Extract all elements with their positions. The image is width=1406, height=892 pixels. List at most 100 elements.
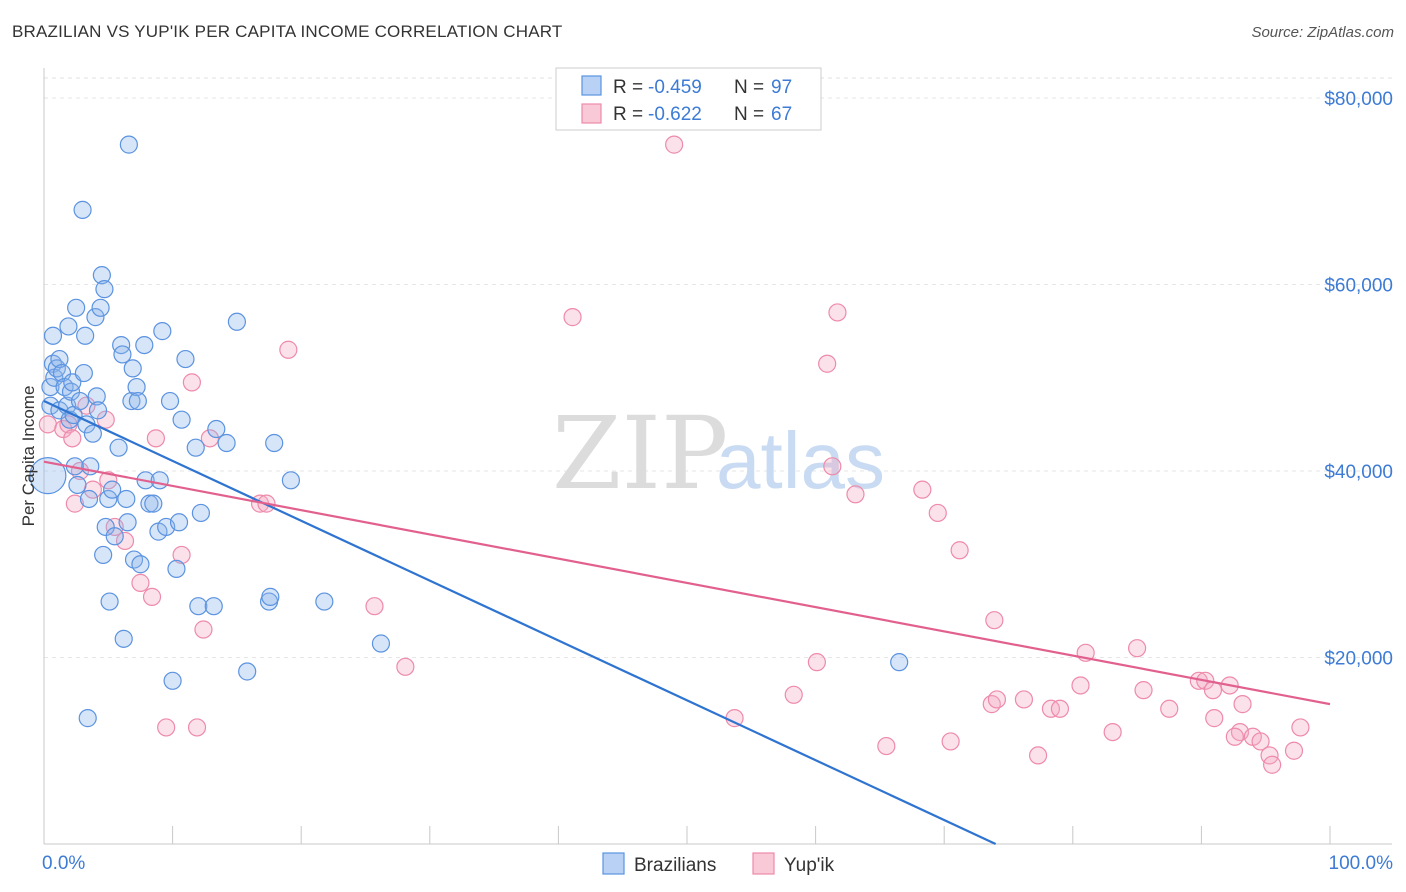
brazilians-point-48 [123,359,142,378]
x-tick-label-end: 100.0% [1329,853,1394,874]
brazilians-point-0 [29,457,67,495]
brazilians-point-30 [88,401,108,420]
brazilians-point-7 [50,349,69,369]
yupik-point-46 [1050,699,1070,718]
brazilians-point-39 [105,527,124,546]
yupik-point-36 [913,480,932,499]
yupik-point-24 [365,597,384,616]
legend-n-label-2: N = [734,104,764,125]
brazilians-point-82 [78,709,97,728]
yupik-point-14 [146,429,165,448]
yupik-point-49 [1103,722,1122,742]
brazilians-point-53 [135,335,154,355]
tick-labels: $20,000 $40,000 $60,000 $80,000 0.0% 100.0% [42,89,1393,874]
brazilians-point-50 [127,377,146,397]
yupik-point-38 [941,732,960,751]
yupik-point-33 [828,303,847,322]
yupik-point-12 [131,573,150,592]
brazilians-point-72 [217,433,236,453]
watermark: ZIP atlas [552,395,885,512]
yupik-point-15 [157,718,176,737]
yupik-point-30 [807,653,826,672]
yupik-point-39 [950,541,969,560]
brazilians-point-22 [74,363,93,383]
yupik-point-66 [1225,727,1244,746]
brazilians-point-4 [43,326,63,345]
brazilians-point-76 [261,587,280,606]
brazilians-point-71 [207,419,226,439]
legend-swatch-yupik [581,103,602,124]
yupik-point-63 [1263,755,1282,774]
brazilians-point-65 [172,410,191,429]
brazilians-point-63 [167,559,186,579]
brazilians-point-61 [160,391,180,411]
brazilians-point-74 [238,662,257,681]
bottom-legend-brazilians: Brazilians [634,855,716,876]
brazilians-point-37 [100,592,119,611]
brazilians-point-79 [315,592,334,611]
brazilians-point-18 [67,298,86,317]
brazilians-point-29 [87,387,106,406]
yupik-point-61 [1251,732,1270,751]
yupik-point-16 [172,545,191,565]
yupik-point-34 [846,485,865,504]
brazilians-point-59 [153,322,172,341]
yupik-point-25 [396,657,415,676]
yupik-point-56 [1205,709,1224,728]
brazilians-point-34 [95,280,114,299]
series-brazilians-points [29,135,909,728]
legend-n-value-1: 97 [771,77,792,98]
yupik-point-3 [63,429,82,448]
brazilians-point-64 [169,513,189,532]
brazilians-point-73 [227,312,246,331]
legend: R = -0.459 N = 97 R = -0.622 N = 67 [555,67,822,131]
legend-swatch-brazilians [581,75,602,96]
brazilians-point-21 [73,200,92,219]
brazilians-point-40 [109,438,128,457]
yupik-point-26 [563,308,582,327]
brazilians-point-47 [122,391,141,411]
yupik-point-59 [1233,695,1252,714]
yupik-point-4 [65,494,84,513]
brazilians-point-77 [265,433,284,453]
chart-title: BRAZILIAN VS YUP'IK PER CAPITA INCOME CO… [12,22,563,41]
bottom-legend-swatch-yupik [752,852,775,875]
y-tick-label-80000: $80,000 [1324,89,1393,110]
brazilians-point-81 [890,653,909,672]
yupik-point-52 [1160,699,1179,718]
series-yupik-points [38,135,1310,774]
yupik-point-29 [784,685,803,704]
brazilians-point-27 [83,424,102,443]
brazilians-point-46 [119,135,138,154]
trendline-yupik [43,460,1331,706]
legend-r-label-1: R = [613,77,643,98]
yupik-point-43 [1014,690,1034,709]
bottom-legend-yupik: Yup'ik [784,855,835,876]
legend-r-label-2: R = [613,104,643,125]
brazilians-point-66 [176,349,195,369]
yupik-point-41 [987,690,1007,709]
brazilians-point-52 [131,555,150,574]
brazilians-point-45 [118,513,137,532]
legend-n-value-2: 67 [771,104,792,125]
watermark-zip: ZIP [552,395,728,512]
yupik-point-42 [985,611,1004,630]
brazilians-point-41 [112,335,131,355]
yupik-point-27 [665,135,684,154]
brazilians-point-78 [281,471,301,490]
brazilians-point-51 [128,391,147,411]
brazilians-point-62 [163,671,182,690]
brazilians-point-19 [68,475,87,495]
yupik-point-20 [200,429,219,448]
brazilians-point-69 [191,503,210,523]
brazilians-point-38 [103,480,122,499]
brazilians-point-31 [91,298,110,317]
legend-r-value-1: -0.459 [648,77,702,98]
chart-source: Source: ZipAtlas.com [1251,24,1394,41]
yupik-point-23 [279,340,298,359]
brazilians-point-23 [76,326,95,345]
trendline-brazilians [43,400,997,845]
yupik-point-64 [1284,741,1304,760]
yupik-point-19 [194,620,213,639]
y-axis-label: Per Capita Income [19,386,38,527]
